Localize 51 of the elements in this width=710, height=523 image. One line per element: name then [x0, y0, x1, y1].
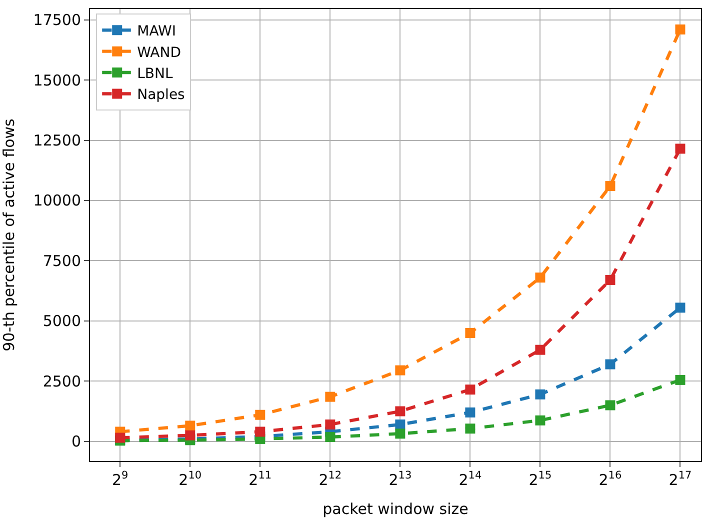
- x-tick-label: 2$^{12}$: [318, 470, 342, 489]
- y-tick-label: 15000: [33, 71, 81, 90]
- point: [465, 384, 476, 395]
- point: [465, 424, 476, 434]
- point: [535, 344, 546, 355]
- point: [465, 407, 476, 418]
- legend-label: WAND: [137, 44, 182, 61]
- point: [605, 400, 616, 410]
- x-axis-title: packet window size: [322, 500, 468, 518]
- point: [675, 144, 686, 154]
- x-tick-label: 2$^{11}$: [248, 470, 272, 489]
- point: [395, 428, 406, 439]
- x-tick-label: 2$^{9}$: [112, 470, 128, 489]
- point: [535, 415, 546, 426]
- point: [535, 272, 546, 283]
- point: [255, 410, 266, 420]
- x-tick-label: 2$^{13}$: [388, 470, 412, 489]
- point: [185, 420, 196, 431]
- point: [325, 420, 336, 430]
- x-tick-label: 2$^{17}$: [668, 470, 692, 489]
- point: [395, 420, 406, 430]
- point: [605, 181, 616, 192]
- y-tick-label: 0: [71, 432, 81, 451]
- point: [675, 374, 686, 385]
- y-tick-label: 5000: [42, 312, 81, 330]
- y-tick-label: 2500: [42, 372, 81, 390]
- legend-label: Naples: [137, 87, 185, 104]
- point: [605, 274, 616, 285]
- x-tick-label: 2$^{14}$: [458, 470, 482, 489]
- point: [395, 365, 406, 376]
- y-axis-title: 90-th percentile of active flows: [0, 118, 18, 352]
- y-tick-label: 10000: [33, 192, 81, 210]
- x-tick-label: 2$^{16}$: [598, 470, 622, 489]
- legend-label: MAWI: [137, 24, 176, 40]
- point: [255, 426, 266, 437]
- point: [675, 302, 686, 313]
- point: [325, 432, 336, 442]
- point: [465, 328, 476, 338]
- point: [605, 359, 616, 370]
- x-tick-label: 2$^{15}$: [528, 470, 552, 489]
- point: [395, 406, 406, 416]
- point: [115, 432, 126, 443]
- y-tick-label: 7500: [42, 252, 81, 270]
- point: [185, 430, 196, 440]
- legend-label: LBNL: [137, 66, 173, 82]
- y-tick-label: 12500: [33, 132, 81, 150]
- x-tick-label: 2$^{10}$: [178, 470, 202, 489]
- y-tick-label: 17500: [33, 11, 81, 30]
- point: [675, 24, 686, 34]
- point: [535, 389, 546, 400]
- point: [325, 392, 336, 402]
